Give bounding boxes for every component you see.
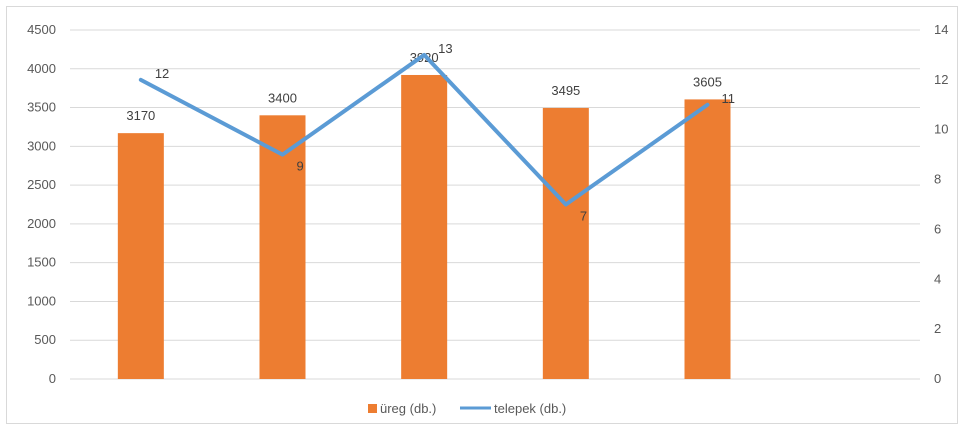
bar	[684, 99, 731, 379]
line-data-label: 12	[155, 66, 169, 81]
right-axis-tick-label: 6	[934, 221, 941, 236]
left-axis-tick-label: 2500	[27, 177, 56, 192]
left-axis-tick-label: 0	[49, 371, 56, 386]
line-data-label: 9	[297, 159, 304, 174]
bar-series	[117, 74, 731, 380]
right-axis-tick-label: 0	[934, 371, 941, 386]
right-axis-tick-label: 8	[934, 172, 941, 187]
bar	[542, 107, 589, 380]
bar-data-label: 3400	[268, 90, 297, 105]
right-axis-tick-label: 10	[934, 122, 948, 137]
right-axis-tick-label: 4	[934, 271, 941, 286]
left-axis-tick-label: 1000	[27, 293, 56, 308]
left-axis-tick-label: 4000	[27, 61, 56, 76]
legend-bar-label: üreg (db.)	[380, 401, 436, 416]
left-axis-tick-label: 3000	[27, 138, 56, 153]
line-series-path	[138, 52, 710, 207]
bar-data-label: 3605	[693, 74, 722, 89]
line-data-label: 13	[438, 41, 452, 56]
chart-frame	[6, 6, 958, 424]
right-axis-tick-label: 12	[934, 72, 948, 87]
left-axis-tick-label: 1500	[27, 255, 56, 270]
bar-data-label: 3170	[126, 108, 155, 123]
left-axis-ticks: 0 500 1000 1500 2000 2500 3000 3500 4000 4500	[27, 22, 56, 386]
gridlines	[70, 29, 920, 380]
bar-data-label: 3495	[551, 83, 580, 98]
line-data-label: 11	[722, 91, 736, 106]
left-axis-tick-label: 4500	[27, 22, 56, 37]
legend-line-label: telepek (db.)	[494, 401, 566, 416]
line-series	[138, 52, 710, 207]
left-axis-tick-label: 2000	[27, 216, 56, 231]
bar	[117, 133, 164, 379]
line-data-labels: 12 9 13 7 11	[155, 41, 735, 224]
bar	[259, 115, 306, 380]
right-axis-ticks: 0 2 4 6 8 10 12 14	[934, 22, 948, 386]
left-axis-tick-label: 500	[34, 332, 56, 347]
legend-bar-swatch	[368, 404, 377, 413]
legend: üreg (db.) telepek (db.)	[368, 401, 566, 416]
left-axis-tick-label: 3500	[27, 100, 56, 115]
right-axis-tick-label: 2	[934, 321, 941, 336]
line-data-label: 7	[580, 209, 587, 224]
right-axis-tick-label: 14	[934, 22, 948, 37]
bar	[401, 74, 448, 379]
